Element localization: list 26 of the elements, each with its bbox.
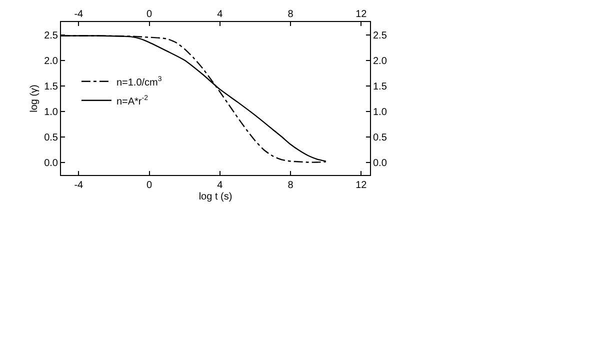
- y2-tick-label: 0.5: [373, 132, 388, 144]
- x2-tick-label: 4: [217, 180, 224, 191]
- x2-tick-label: -4: [74, 180, 84, 191]
- x-tick-label: 4: [217, 9, 224, 20]
- x-tick-label: 8: [288, 9, 294, 20]
- x-tick-label: 12: [356, 9, 368, 20]
- y-tick-label: 2.0: [44, 56, 58, 67]
- legend-label: n=1.0/cm$^{3}$: [116, 76, 162, 88]
- y2-tick-label: 2.0: [373, 56, 388, 67]
- y2-tick-label: 0.0: [373, 158, 388, 169]
- y-tick-label: 2.5: [44, 30, 58, 42]
- x2-tick-label: 8: [288, 180, 294, 191]
- y2-tick-label: 1.0: [373, 106, 388, 118]
- y-tick-label: 0.0: [44, 158, 58, 169]
- legend-label: n=A*r$^{-2}$: [116, 95, 148, 108]
- x-tick-label: 0: [146, 9, 153, 20]
- y-tick-label: 0.5: [44, 132, 58, 144]
- y-tick-label: 1.0: [44, 106, 58, 118]
- x-tick-label: -4: [74, 9, 84, 20]
- x2-tick-label: 12: [356, 180, 368, 191]
- x-axis-title: log t (s): [198, 192, 232, 202]
- y2-tick-label: 2.5: [373, 30, 388, 42]
- y-axis-title: log (γ): [29, 84, 40, 112]
- y-tick-label: 1.5: [44, 81, 58, 92]
- x2-tick-label: 0: [146, 180, 153, 191]
- y2-tick-label: 1.5: [373, 81, 388, 92]
